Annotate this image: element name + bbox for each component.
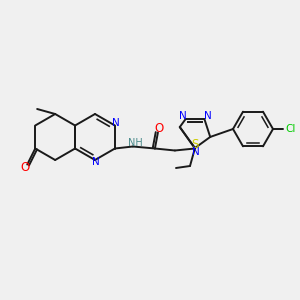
Text: O: O (21, 161, 30, 174)
Text: NH: NH (128, 139, 142, 148)
Text: S: S (191, 138, 199, 151)
Text: N: N (192, 147, 200, 157)
Text: N: N (179, 111, 187, 121)
Text: N: N (203, 111, 211, 121)
Text: N: N (112, 118, 120, 128)
Text: N: N (92, 157, 100, 167)
Text: O: O (154, 122, 164, 135)
Text: Cl: Cl (286, 124, 296, 134)
